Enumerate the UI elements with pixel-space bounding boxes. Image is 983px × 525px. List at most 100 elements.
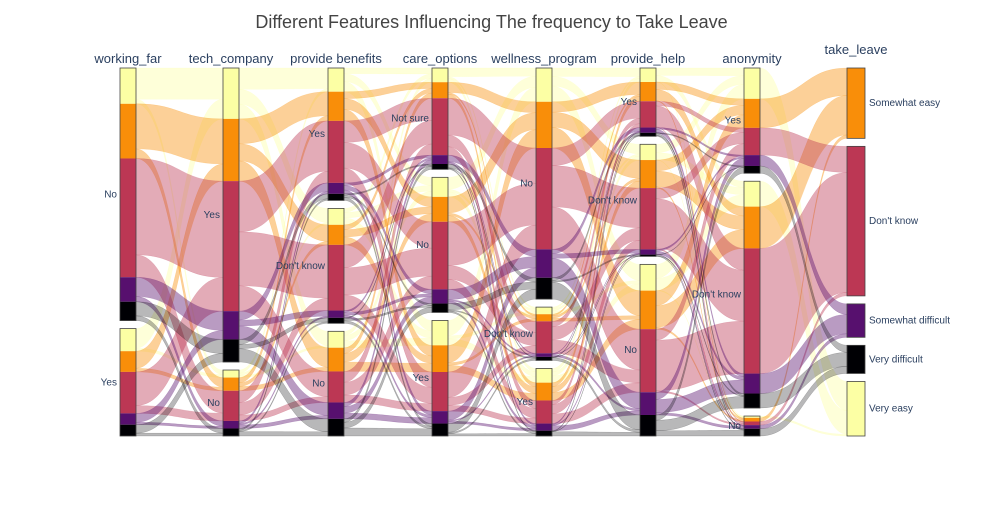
category-bar-tech-company-yes[interactable] [222,67,240,363]
bar-segment-anonymity-don-t-know-very-easy[interactable] [744,181,760,207]
category-bar-working-far-no[interactable] [119,67,137,321]
dimension-label-wellness-program[interactable]: wellness_program [490,51,597,66]
bar-segment-provide-help-no-very-difficult[interactable] [640,414,656,436]
bar-segment-provide-benefits-yes-very-easy[interactable] [328,68,344,92]
bar-segment-care-options-not-sure-very-easy[interactable] [432,68,448,83]
bar-segment-provide-benefits-don-t-know-don-t-know[interactable] [328,244,344,311]
category-bar-provide-benefits-yes[interactable] [327,67,345,201]
bar-segment-provide-help-no-somewhat-difficult[interactable] [640,392,656,415]
bar-segment-care-options-no-somewhat-difficult[interactable] [432,289,448,304]
bar-segment-wellness-program-yes-very-difficult[interactable] [536,430,552,436]
category-bar-tech-company-no[interactable] [222,369,240,437]
bar-segment-care-options-not-sure-don-t-know[interactable] [432,98,448,156]
bar-segment-provide-benefits-yes-don-t-know[interactable] [328,120,344,183]
bar-segment-anonymity-yes-somewhat-easy[interactable] [744,98,760,128]
bar-segment-provide-help-don-t-know-very-easy[interactable] [640,144,656,161]
bar-segment-provide-help-don-t-know-very-difficult[interactable] [640,254,656,257]
bar-segment-care-options-not-sure-somewhat-difficult[interactable] [432,155,448,164]
bar-segment-working-far-no-very-easy[interactable] [120,68,136,104]
bar-segment-provide-benefits-don-t-know-somewhat-difficult[interactable] [328,310,344,318]
bar-segment-care-options-yes-somewhat-easy[interactable] [432,345,448,372]
bar-segment-tech-company-yes-somewhat-difficult[interactable] [223,311,239,340]
bar-segment-wellness-program-don-t-know-very-difficult[interactable] [536,356,552,361]
bar-segment-provide-benefits-yes-very-difficult[interactable] [328,193,344,201]
bar-segment-provide-help-no-somewhat-easy[interactable] [640,290,656,330]
category-bar-take-leave-somewhat-difficult[interactable] [846,303,866,338]
bar-segment-anonymity-no-somewhat-difficult[interactable] [744,425,760,429]
bar-segment-working-far-yes-very-difficult[interactable] [120,424,136,436]
category-bar-take-leave-somewhat-easy[interactable] [846,67,866,139]
bar-segment-care-options-no-very-difficult[interactable] [432,303,448,313]
category-bar-anonymity-no[interactable] [743,415,761,437]
bar-segment-anonymity-yes-very-difficult[interactable] [744,165,760,174]
category-bar-take-leave-very-difficult[interactable] [846,344,866,374]
bar-segment-provide-benefits-yes-somewhat-easy[interactable] [328,91,344,121]
category-bar-provide-help-don-t-know[interactable] [639,143,657,257]
bar-segment-care-options-no-don-t-know[interactable] [432,221,448,290]
dimension-label-provide-benefits[interactable]: provide benefits [290,51,382,66]
category-bar-anonymity-yes[interactable] [743,67,761,174]
category-bar-wellness-program-yes[interactable] [535,368,553,437]
bar-segment-take-leave-very-difficult-very-difficult[interactable] [847,345,865,374]
bar-segment-provide-help-yes-somewhat-easy[interactable] [640,82,656,102]
bar-segment-wellness-program-don-t-know-don-t-know[interactable] [536,321,552,354]
category-bar-wellness-program-don-t-know[interactable] [535,306,553,361]
bar-segment-tech-company-yes-very-easy[interactable] [223,68,239,119]
bar-segment-tech-company-no-somewhat-difficult[interactable] [223,420,239,429]
bar-segment-wellness-program-yes-don-t-know[interactable] [536,400,552,424]
category-bar-care-options-no[interactable] [431,176,449,313]
bar-segment-working-far-yes-don-t-know[interactable] [120,371,136,414]
bar-segment-provide-help-yes-somewhat-difficult[interactable] [640,127,656,133]
bar-segment-care-options-yes-very-easy[interactable] [432,320,448,346]
bar-segment-provide-help-yes-very-difficult[interactable] [640,132,656,137]
bar-segment-anonymity-no-very-difficult[interactable] [744,428,760,436]
dimension-label-care-options[interactable]: care_options [403,51,478,66]
bar-segment-tech-company-no-somewhat-easy[interactable] [223,377,239,391]
bar-segment-provide-benefits-no-somewhat-difficult[interactable] [328,402,344,419]
bar-segment-provide-benefits-don-t-know-very-easy[interactable] [328,208,344,225]
bar-segment-anonymity-don-t-know-don-t-know[interactable] [744,248,760,374]
bar-segment-provide-benefits-don-t-know-very-difficult[interactable] [328,317,344,324]
dimension-label-provide-help[interactable]: provide_help [611,51,685,66]
bar-segment-tech-company-no-very-difficult[interactable] [223,428,239,436]
bar-segment-care-options-no-somewhat-easy[interactable] [432,196,448,222]
bar-segment-wellness-program-don-t-know-very-easy[interactable] [536,307,552,315]
bar-segment-anonymity-don-t-know-very-difficult[interactable] [744,393,760,409]
bar-segment-care-options-yes-don-t-know[interactable] [432,372,448,412]
bar-segment-take-leave-somewhat-difficult-somewhat-difficult[interactable] [847,303,865,338]
bar-segment-provide-help-don-t-know-somewhat-difficult[interactable] [640,249,656,255]
bar-segment-take-leave-somewhat-easy-somewhat-easy[interactable] [847,68,865,139]
bar-segment-working-far-no-don-t-know[interactable] [120,158,136,278]
bar-segment-wellness-program-no-somewhat-easy[interactable] [536,101,552,148]
category-bar-provide-help-no[interactable] [639,263,657,437]
category-bar-take-leave-don-t-know[interactable] [846,145,866,297]
category-bars[interactable] [119,67,866,437]
bar-segment-take-leave-very-easy-very-easy[interactable] [847,381,865,436]
bar-segment-anonymity-no-somewhat-easy[interactable] [744,417,760,422]
bar-segment-care-options-not-sure-very-difficult[interactable] [432,164,448,170]
bar-segment-anonymity-no-don-t-know[interactable] [744,421,760,426]
dimension-label-anonymity[interactable]: anonymity [722,51,782,66]
bar-segment-anonymity-yes-very-easy[interactable] [744,68,760,99]
bar-segment-provide-benefits-don-t-know-somewhat-easy[interactable] [328,224,344,245]
category-bar-provide-benefits-no[interactable] [327,330,345,437]
bar-segment-provide-help-no-very-easy[interactable] [640,264,656,291]
bar-segment-working-far-yes-somewhat-difficult[interactable] [120,413,136,425]
bar-segment-working-far-no-somewhat-easy[interactable] [120,103,136,159]
bar-segment-provide-help-don-t-know-somewhat-easy[interactable] [640,160,656,189]
bar-segment-take-leave-don-t-know-don-t-know[interactable] [847,146,865,296]
bar-segment-working-far-yes-very-easy[interactable] [120,328,136,352]
category-bar-provide-benefits-don-t-know[interactable] [327,208,345,324]
bar-segment-provide-benefits-no-don-t-know[interactable] [328,371,344,403]
category-bar-wellness-program-no[interactable] [535,67,553,300]
category-bar-anonymity-don-t-know[interactable] [743,180,761,409]
bar-segment-provide-help-yes-don-t-know[interactable] [640,101,656,128]
bar-segment-anonymity-no-very-easy[interactable] [744,416,760,418]
dimension-label-take-leave[interactable]: take_leave [825,42,888,57]
bar-segment-anonymity-yes-somewhat-difficult[interactable] [744,155,760,166]
bar-segment-anonymity-yes-don-t-know[interactable] [744,127,760,156]
bar-segment-provide-help-no-don-t-know[interactable] [640,329,656,393]
bar-segment-wellness-program-no-very-difficult[interactable] [536,277,552,300]
bar-segment-wellness-program-no-somewhat-difficult[interactable] [536,249,552,278]
